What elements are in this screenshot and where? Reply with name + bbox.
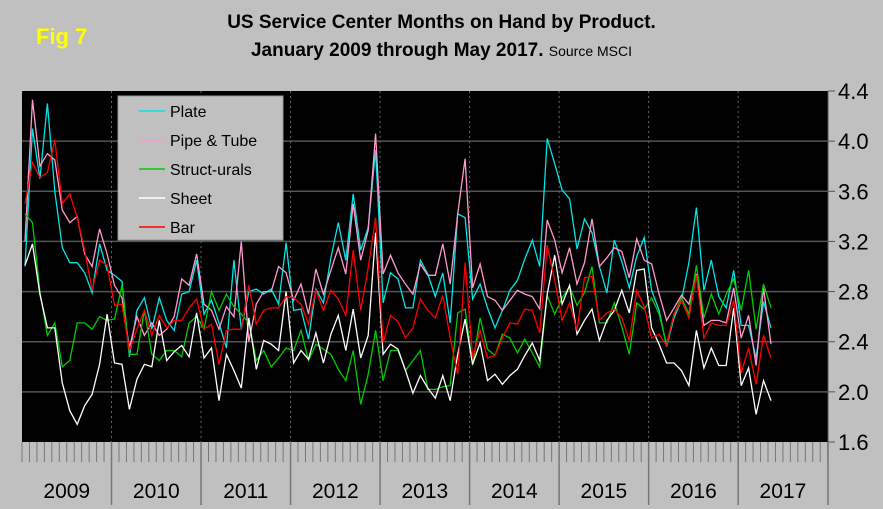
y-tick-label: 4.0 [838, 129, 869, 154]
chart-source: Source MSCI [548, 43, 633, 59]
series-line-sheet [24, 232, 772, 426]
y-tick-label: 2.4 [838, 330, 869, 355]
y-tick-label: 2.8 [838, 280, 869, 305]
legend: Plate Pipe & Tube Struct-urals Sheet Bar [117, 95, 284, 241]
legend-label: Pipe & Tube [170, 133, 257, 150]
series-line-plate [24, 103, 772, 359]
legend-label: Sheet [170, 191, 212, 208]
legend-label: Struct-urals [170, 162, 252, 179]
legend-label: Bar [170, 220, 196, 237]
y-tick-label: 1.6 [838, 430, 869, 455]
y-tick-label: 3.2 [838, 229, 869, 254]
x-year-label: 2016 [670, 480, 717, 503]
x-year-label: 2015 [581, 480, 628, 503]
x-year-label: 2011 [223, 480, 268, 503]
chart-title-line2-text: January 2009 through May 2017. [250, 40, 544, 61]
x-year-label: 2012 [312, 480, 359, 503]
y-tick-label: 2.0 [838, 380, 869, 405]
x-year-label: 2010 [133, 480, 180, 503]
figure-label: Fig 7 [36, 24, 88, 49]
series-line-bar [24, 139, 772, 385]
legend-box [117, 95, 284, 241]
x-year-label: 2017 [760, 480, 807, 503]
legend-label: Plate [170, 104, 207, 121]
chart-title-line2: January 2009 through May 2017. Source MS… [0, 40, 883, 62]
x-year-label: 2014 [491, 480, 538, 503]
x-year-label: 2009 [43, 480, 90, 503]
y-tick-label: 4.4 [838, 79, 869, 104]
y-tick-label: 3.6 [838, 179, 869, 204]
x-year-label: 2013 [401, 480, 448, 503]
chart-title-line1: US Service Center Months on Hand by Prod… [227, 12, 656, 33]
